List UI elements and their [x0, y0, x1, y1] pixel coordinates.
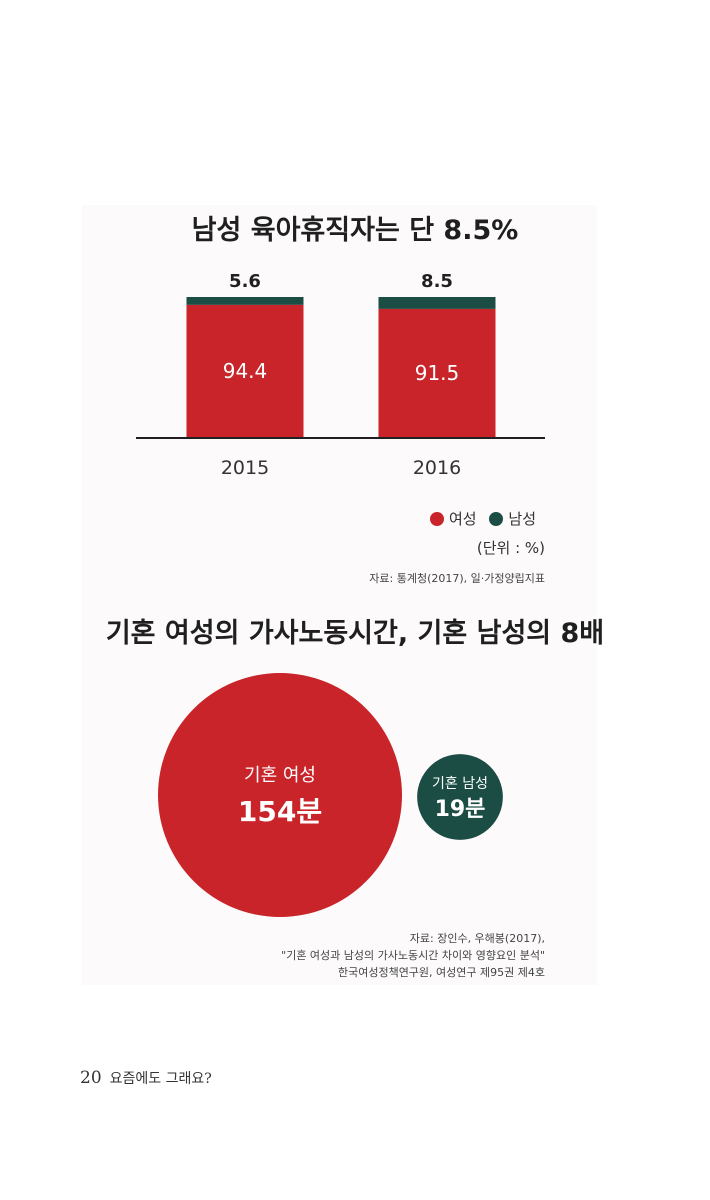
bubble-label-women: 기혼 여성: [244, 765, 316, 786]
bubble-value-men: 19분: [435, 797, 486, 822]
chart1-legend: 여성 남성: [430, 508, 544, 529]
bubble-label-men: 기혼 남성: [432, 776, 488, 792]
bubble-men: [417, 754, 503, 840]
bar-women-2016: [378, 308, 496, 437]
chart1-source: 자료: 통계청(2017), 일·가정양립지표: [369, 572, 545, 585]
legend-item-women: 여성: [430, 510, 477, 528]
bar-men-2016: [378, 297, 496, 309]
legend-label-women: 여성: [449, 510, 477, 528]
chart1-unit-note: (단위 : %): [476, 539, 545, 557]
bar-men-2015: [186, 297, 304, 305]
chart2-source-line-2: "기혼 여성과 남성의 가사노동시간 차이와 영향요인 분석": [281, 949, 545, 962]
legend-swatch-men: [489, 512, 504, 526]
page-footer: 20 요즘에도 그래요?: [80, 1068, 212, 1088]
chart2-title: 기혼 여성의 가사노동시간, 기혼 남성의 8배: [105, 618, 605, 649]
chart2-source-line-3: 한국여성정책연구원, 여성연구 제95권 제4호: [337, 966, 545, 979]
bubble-women: [158, 673, 402, 917]
bubble-value-women: 154분: [238, 795, 322, 828]
running-title: 요즘에도 그래요?: [109, 1071, 212, 1087]
data-label-men-2015: 5.6: [229, 271, 261, 292]
data-label-women-2015: 94.4: [223, 359, 268, 383]
bar-women-2015: [186, 304, 304, 437]
legend-item-men: 남성: [489, 510, 536, 528]
chart1-title: 남성 육아휴직자는 단 8.5%: [191, 215, 519, 246]
page-number: 20: [80, 1068, 102, 1088]
data-label-women-2016: 91.5: [415, 361, 460, 385]
chart2-source-line-1: 자료: 장인수, 우해봉(2017),: [409, 932, 545, 945]
legend-swatch-women: [430, 512, 444, 526]
x-tick-label-2015: 2015: [221, 457, 269, 479]
chart2-source: 자료: 장인수, 우해봉(2017), "기혼 여성과 남성의 가사노동시간 차…: [0, 930, 545, 981]
data-label-men-2016: 8.5: [421, 271, 453, 292]
legend-label-men: 남성: [508, 510, 536, 528]
charts-svg: 94.4 5.6 2015 91.5 8.5 2016 기혼 여성 154분 기혼 남성 19분: [136, 271, 545, 917]
x-tick-label-2016: 2016: [413, 457, 461, 479]
